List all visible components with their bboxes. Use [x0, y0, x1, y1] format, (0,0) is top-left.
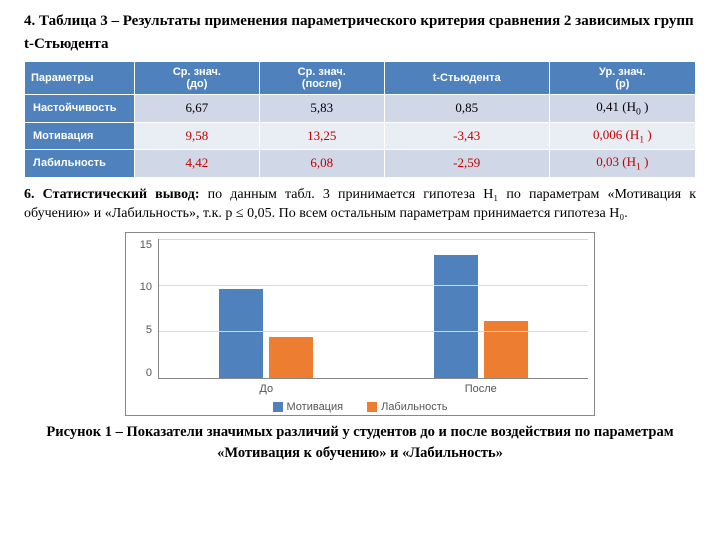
x-axis: ДоПосле: [158, 379, 588, 395]
value-cell: 6,08: [259, 150, 384, 178]
value-cell: 5,83: [259, 95, 384, 123]
param-cell: Настойчивость: [25, 95, 135, 123]
figure-caption: Рисунок 1 – Показатели значимых различий…: [24, 422, 696, 466]
value-cell: -3,43: [384, 122, 549, 150]
bar: [434, 255, 478, 378]
col-header: Ср. знач.(после): [259, 62, 384, 95]
param-cell: Лабильность: [25, 150, 135, 178]
bar-group: [159, 239, 374, 378]
value-cell: 4,42: [135, 150, 260, 178]
param-cell: Мотивация: [25, 122, 135, 150]
legend-item: Лабильность: [367, 401, 447, 413]
plot-area: [158, 239, 588, 379]
legend: Мотивация Лабильность: [132, 401, 588, 413]
legend-swatch: [367, 402, 377, 412]
statistical-conclusion: 6. Статистический вывод: по данным табл.…: [24, 186, 696, 224]
ytick: 5: [146, 324, 152, 336]
col-header: Ур. знач.(p): [549, 62, 695, 95]
legend-item: Мотивация: [273, 401, 344, 413]
table-heading: 4. Таблица 3 – Результаты применения пар…: [24, 10, 696, 55]
value-cell: 13,25: [259, 122, 384, 150]
bar: [269, 337, 313, 378]
bar: [484, 321, 528, 377]
ytick: 15: [140, 239, 152, 251]
bar-chart: 15 10 5 0 ДоПосле Мотивация Лабильность: [125, 232, 595, 416]
bar-group: [374, 239, 589, 378]
legend-swatch: [273, 402, 283, 412]
table-row: Лабильность4,426,08-2,590,03 (H1 ): [25, 150, 696, 178]
bar: [219, 289, 263, 378]
value-cell: 9,58: [135, 122, 260, 150]
table-row: Настойчивость6,675,830,850,41 (H0 ): [25, 95, 696, 123]
statnote-lead: 6. Статистический вывод:: [24, 187, 199, 202]
value-cell: 6,67: [135, 95, 260, 123]
ytick: 10: [140, 281, 152, 293]
col-header: Параметры: [25, 62, 135, 95]
ytick: 0: [146, 367, 152, 379]
value-cell: 0,85: [384, 95, 549, 123]
xtick: После: [374, 379, 589, 395]
value-cell: -2,59: [384, 150, 549, 178]
p-cell: 0,41 (H0 ): [549, 95, 695, 123]
y-axis: 15 10 5 0: [132, 239, 158, 379]
p-cell: 0,006 (H1 ): [549, 122, 695, 150]
p-cell: 0,03 (H1 ): [549, 150, 695, 178]
xtick: До: [159, 379, 374, 395]
table-row: Мотивация9,5813,25-3,430,006 (H1 ): [25, 122, 696, 150]
col-header: Ср. знач.(до): [135, 62, 260, 95]
results-table: ПараметрыСр. знач.(до)Ср. знач.(после)t-…: [24, 61, 696, 178]
col-header: t-Стьюдента: [384, 62, 549, 95]
